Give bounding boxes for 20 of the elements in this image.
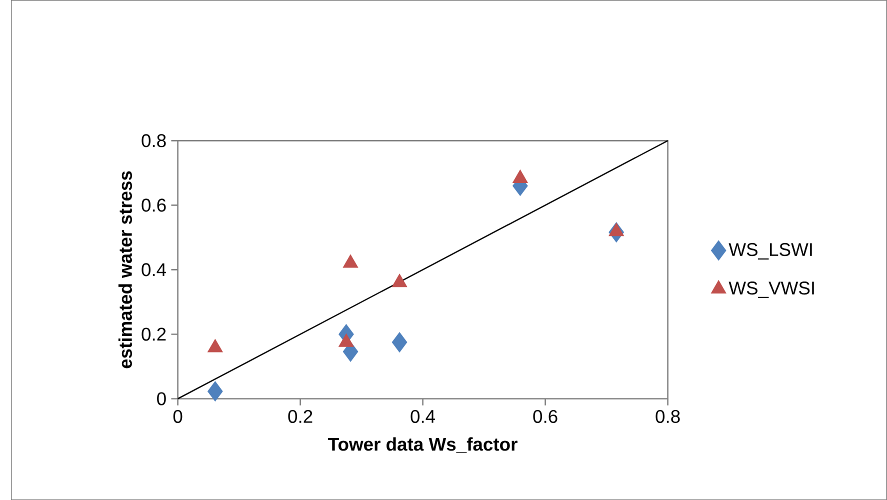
y-tick-label: 0.8: [142, 134, 166, 148]
legend-label: WS_LSWI: [728, 242, 812, 260]
y-tick-label: 0.6: [142, 198, 166, 212]
point: [208, 381, 223, 402]
x-tick-label: 0.6: [533, 410, 558, 423]
y-tick-label: 0.2: [142, 328, 166, 341]
point: [392, 332, 408, 352]
x-tick-label: 0.4: [410, 410, 436, 423]
x-tick-label: 0.8: [656, 410, 680, 423]
point: [342, 254, 358, 268]
x-tick-label: 0: [173, 410, 182, 423]
x-axis-title: Tower data Ws_factor: [328, 437, 518, 453]
y-tick-label: 0.4: [142, 263, 166, 276]
point: [512, 170, 528, 183]
legend-label: WS_VWSI: [728, 281, 814, 298]
point: [608, 222, 624, 236]
point: [392, 274, 408, 288]
x-tick-label: 0.2: [288, 410, 312, 423]
y-axis-title: estimated water stress: [118, 171, 132, 368]
y-tick-label: 0: [157, 392, 166, 406]
